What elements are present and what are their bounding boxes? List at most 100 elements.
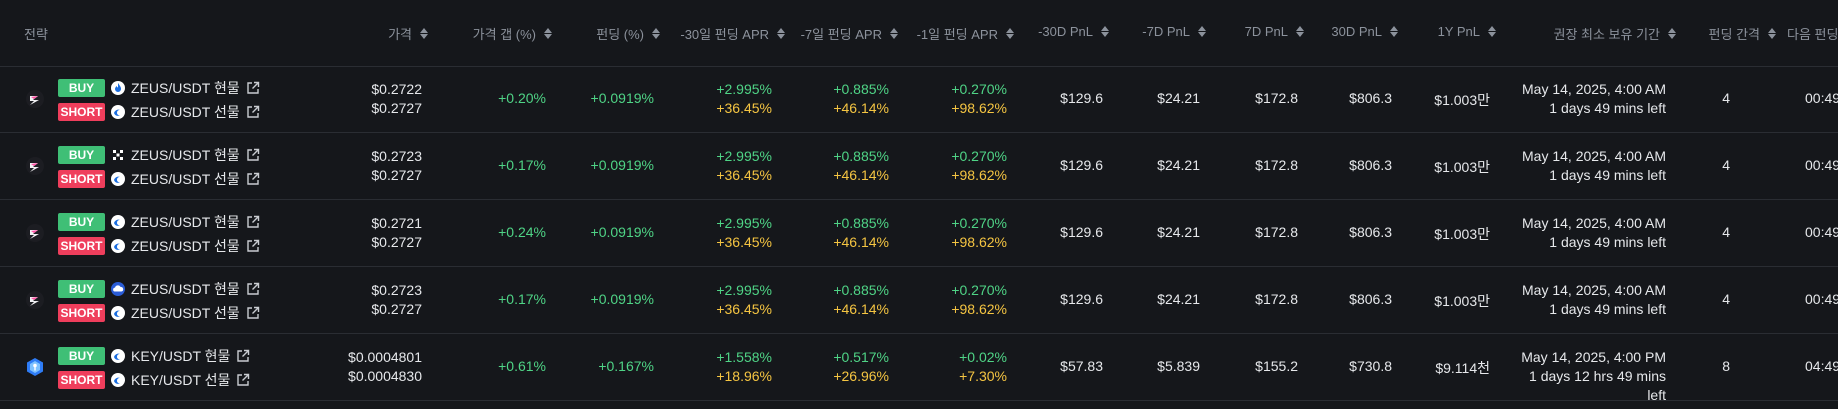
header-strategy: 전략 — [24, 27, 48, 42]
table-row[interactable]: BUY ZEUS/USDT 현물 SHORT ZEUS/USDT 선물 $0.2… — [0, 200, 1838, 267]
header-min-hold[interactable]: 권장 최소 보유 기간 — [1553, 24, 1676, 43]
header-pnl-m7[interactable]: -7D PnL — [1142, 24, 1206, 39]
pnl-m30-cell: $129.6 — [1060, 291, 1103, 307]
header-pnl-7[interactable]: 7D PnL — [1245, 24, 1304, 39]
header-apr7[interactable]: -7일 펀딩 APR — [801, 24, 898, 43]
min-hold-cell: May 14, 2025, 4:00 PM 1 days 12 hrs 49 mi… — [1521, 349, 1666, 403]
funding-cell: +0.0919% — [590, 291, 654, 307]
apr30-cell: +2.995% +36.45% — [716, 282, 772, 317]
header-funding[interactable]: 펀딩 (%) — [596, 24, 660, 43]
short-badge: SHORT — [58, 303, 105, 322]
external-link-icon[interactable] — [246, 148, 260, 162]
pnl-m7-cell: $5.839 — [1157, 358, 1200, 374]
flame-exchange-icon — [111, 80, 125, 95]
gap-cell: +0.24% — [498, 224, 546, 240]
header-price-gap[interactable]: 가격 갭 (%) — [473, 24, 552, 43]
next-funding-cell: 00:49 — [1805, 90, 1838, 106]
price-cell: $0.2721 $0.2727 — [371, 215, 422, 250]
pnl-30-cell: $806.3 — [1349, 224, 1392, 240]
header-interval[interactable]: 펀딩 간격 — [1709, 24, 1776, 43]
pnl-7-cell: $172.8 — [1255, 291, 1298, 307]
gap-cell: +0.17% — [498, 157, 546, 173]
apr1-cell: +0.270% +98.62% — [951, 282, 1007, 317]
header-next-funding[interactable]: 다음 펀딩 — [1787, 27, 1838, 42]
min-hold-cell: May 14, 2025, 4:00 AM 1 days 49 mins left — [1522, 282, 1666, 317]
sort-icon — [652, 28, 660, 39]
interval-cell: 4 — [1722, 157, 1730, 173]
buy-leg: BUY ZEUS/USDT 현물 — [58, 78, 260, 97]
pnl-30-cell: $806.3 — [1349, 157, 1392, 173]
wave-exchange-icon — [111, 305, 125, 320]
apr1-cell: +0.270% +98.62% — [951, 81, 1007, 116]
table-row[interactable]: BUY KEY/USDT 현물 SHORT KEY/USDT 선물 $0.000… — [0, 334, 1838, 403]
min-hold-cell: May 14, 2025, 4:00 AM 1 days 49 mins left — [1522, 148, 1666, 183]
price-cell: $0.2722 $0.2727 — [371, 81, 422, 116]
min-hold-cell: May 14, 2025, 4:00 AM 1 days 49 mins left — [1522, 81, 1666, 116]
wave-exchange-icon — [111, 104, 125, 119]
short-leg: SHORT ZEUS/USDT 선물 — [58, 102, 260, 121]
external-link-icon[interactable] — [246, 81, 260, 95]
short-badge: SHORT — [58, 102, 105, 121]
pnl-m7-cell: $24.21 — [1157, 90, 1200, 106]
pnl-30-cell: $806.3 — [1349, 291, 1392, 307]
gap-cell: +0.61% — [498, 358, 546, 374]
external-link-icon[interactable] — [246, 282, 260, 296]
external-link-icon[interactable] — [246, 215, 260, 229]
header-apr30[interactable]: -30일 펀딩 APR — [680, 24, 785, 43]
external-link-icon[interactable] — [246, 239, 260, 253]
table-row[interactable]: BUY ZEUS/USDT 현물 SHORT ZEUS/USDT 선물 $0.2… — [0, 133, 1838, 200]
next-funding-cell: 00:49 — [1805, 291, 1838, 307]
short-leg: SHORT KEY/USDT 선물 — [58, 370, 250, 389]
external-link-icon[interactable] — [236, 349, 250, 363]
buy-badge: BUY — [58, 145, 105, 164]
header-price[interactable]: 가격 — [388, 24, 428, 43]
external-link-icon[interactable] — [246, 172, 260, 186]
key-hexagon-icon — [24, 356, 46, 378]
apr7-cell: +0.885% +46.14% — [833, 81, 889, 116]
sort-icon — [1006, 28, 1014, 39]
price-cell: $0.2723 $0.2727 — [371, 148, 422, 183]
buy-pair-label: ZEUS/USDT 현물 — [131, 146, 240, 163]
short-badge: SHORT — [58, 370, 105, 389]
sort-icon — [420, 28, 428, 39]
price-cell: $0.2723 $0.2727 — [371, 282, 422, 317]
short-leg: SHORT ZEUS/USDT 선물 — [58, 169, 260, 188]
apr7-cell: +0.885% +46.14% — [833, 148, 889, 183]
buy-leg: BUY ZEUS/USDT 현물 — [58, 145, 260, 164]
apr30-cell: +1.558% +18.96% — [716, 349, 772, 384]
header-pnl-1y[interactable]: 1Y PnL — [1438, 24, 1496, 39]
interval-cell: 4 — [1722, 90, 1730, 106]
table-header: 전략 가격 가격 갭 (%) 펀딩 (%) -30일 펀딩 APR -7일 펀딩… — [0, 0, 1838, 67]
sort-icon — [1488, 26, 1496, 37]
wave-exchange-icon — [111, 238, 125, 253]
funding-cell: +0.167% — [598, 358, 654, 374]
buy-pair-label: ZEUS/USDT 현물 — [131, 79, 240, 96]
wave-exchange-icon — [111, 171, 125, 186]
table-row[interactable]: BUY ZEUS/USDT 현물 SHORT ZEUS/USDT 선물 $0.2… — [0, 66, 1838, 133]
external-link-icon[interactable] — [236, 373, 250, 387]
sort-icon — [1101, 26, 1109, 37]
pnl-7-cell: $155.2 — [1255, 358, 1298, 374]
apr1-cell: +0.02% +7.30% — [959, 349, 1007, 384]
apr7-cell: +0.885% +46.14% — [833, 215, 889, 250]
short-pair-label: KEY/USDT 선물 — [131, 371, 231, 388]
cross-exchange-icon — [111, 148, 125, 162]
buy-leg: BUY ZEUS/USDT 현물 — [58, 279, 260, 298]
buy-pair-label: KEY/USDT 현물 — [131, 347, 231, 364]
header-pnl-m30[interactable]: -30D PnL — [1038, 24, 1109, 39]
next-funding-cell: 00:49 — [1805, 224, 1838, 240]
header-apr1[interactable]: -1일 펀딩 APR — [917, 24, 1014, 43]
interval-cell: 8 — [1722, 358, 1730, 374]
table-row[interactable]: BUY ZEUS/USDT 현물 SHORT ZEUS/USDT 선물 $0.2… — [0, 267, 1838, 334]
external-link-icon[interactable] — [246, 306, 260, 320]
apr1-cell: +0.270% +98.62% — [951, 148, 1007, 183]
short-badge: SHORT — [58, 169, 105, 188]
gap-cell: +0.20% — [498, 90, 546, 106]
apr30-cell: +2.995% +36.45% — [716, 215, 772, 250]
funding-cell: +0.0919% — [590, 157, 654, 173]
short-badge: SHORT — [58, 236, 105, 255]
pnl-m30-cell: $129.6 — [1060, 224, 1103, 240]
external-link-icon[interactable] — [246, 105, 260, 119]
short-pair-label: ZEUS/USDT 선물 — [131, 304, 240, 321]
header-pnl-30[interactable]: 30D PnL — [1331, 24, 1398, 39]
